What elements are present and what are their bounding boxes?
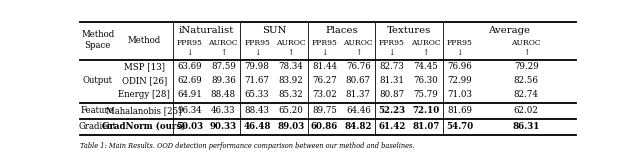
Text: 82.73: 82.73 [380, 62, 404, 71]
Text: Output: Output [83, 76, 113, 85]
Text: AUROC: AUROC [209, 39, 238, 47]
Text: Method
Space: Method Space [81, 30, 115, 50]
Text: 82.74: 82.74 [514, 90, 539, 99]
Text: 62.69: 62.69 [177, 76, 202, 85]
Text: GradNorm (ours): GradNorm (ours) [102, 122, 186, 131]
Text: AUROC: AUROC [511, 39, 541, 47]
Text: AUROC: AUROC [276, 39, 306, 47]
Text: Textures: Textures [387, 26, 431, 35]
Text: 89.75: 89.75 [312, 106, 337, 115]
Text: 86.31: 86.31 [513, 122, 540, 131]
Text: Places: Places [325, 26, 358, 35]
Text: Feature: Feature [81, 106, 115, 115]
Text: 84.82: 84.82 [344, 122, 372, 131]
Text: 81.07: 81.07 [412, 122, 440, 131]
Text: ↓: ↓ [321, 49, 328, 57]
Text: 46.33: 46.33 [211, 106, 236, 115]
Text: 52.23: 52.23 [378, 106, 406, 115]
Text: iNaturalist: iNaturalist [179, 26, 234, 35]
Text: ↑: ↑ [220, 49, 227, 57]
Text: ↑: ↑ [523, 49, 529, 57]
Text: 65.20: 65.20 [278, 106, 303, 115]
Text: FPR95: FPR95 [447, 39, 472, 47]
Text: 54.70: 54.70 [446, 122, 473, 131]
Text: 60.86: 60.86 [311, 122, 338, 131]
Text: 63.69: 63.69 [177, 62, 202, 71]
Text: Mahalanobis [25]: Mahalanobis [25] [106, 106, 182, 115]
Text: 96.34: 96.34 [177, 106, 202, 115]
Text: ODIN [26]: ODIN [26] [122, 76, 167, 85]
Text: Average: Average [488, 26, 531, 35]
Text: FPR95: FPR95 [177, 39, 202, 47]
Text: SUN: SUN [262, 26, 286, 35]
Text: Gradient: Gradient [79, 122, 117, 131]
Text: 72.99: 72.99 [447, 76, 472, 85]
Text: FPR95: FPR95 [244, 39, 270, 47]
Text: 83.92: 83.92 [278, 76, 303, 85]
Text: 64.91: 64.91 [177, 90, 202, 99]
Text: 62.02: 62.02 [514, 106, 539, 115]
Text: 88.48: 88.48 [211, 90, 236, 99]
Text: 73.02: 73.02 [312, 90, 337, 99]
Text: AUROC: AUROC [344, 39, 373, 47]
Text: FPR95: FPR95 [379, 39, 405, 47]
Text: ↓: ↓ [388, 49, 395, 57]
Text: 76.27: 76.27 [312, 76, 337, 85]
Text: ↓: ↓ [254, 49, 260, 57]
Text: ↑: ↑ [355, 49, 362, 57]
Text: FPR95: FPR95 [312, 39, 337, 47]
Text: 81.44: 81.44 [312, 62, 337, 71]
Text: 71.67: 71.67 [244, 76, 269, 85]
Text: 76.76: 76.76 [346, 62, 371, 71]
Text: 88.43: 88.43 [244, 106, 269, 115]
Text: 78.34: 78.34 [278, 62, 303, 71]
Text: 79.29: 79.29 [514, 62, 538, 71]
Text: 89.36: 89.36 [211, 76, 236, 85]
Text: 80.87: 80.87 [380, 90, 404, 99]
Text: Table 1: Main Results. OOD detection performance comparison between our method a: Table 1: Main Results. OOD detection per… [80, 142, 415, 150]
Text: 71.03: 71.03 [447, 90, 472, 99]
Text: MSP [13]: MSP [13] [124, 62, 164, 71]
Text: Energy [28]: Energy [28] [118, 90, 170, 99]
Text: 72.10: 72.10 [412, 106, 439, 115]
Text: 76.96: 76.96 [447, 62, 472, 71]
Text: ↑: ↑ [422, 49, 429, 57]
Text: 76.30: 76.30 [413, 76, 438, 85]
Text: 75.79: 75.79 [413, 90, 438, 99]
Text: ↓: ↓ [456, 49, 463, 57]
Text: 65.33: 65.33 [245, 90, 269, 99]
Text: ↓: ↓ [186, 49, 193, 57]
Text: 74.45: 74.45 [413, 62, 438, 71]
Text: AUROC: AUROC [411, 39, 440, 47]
Text: 81.37: 81.37 [346, 90, 371, 99]
Text: 85.32: 85.32 [278, 90, 303, 99]
Text: 87.59: 87.59 [211, 62, 236, 71]
Text: Method: Method [127, 36, 161, 45]
Text: 89.03: 89.03 [277, 122, 305, 131]
Text: 82.56: 82.56 [514, 76, 539, 85]
Text: ↑: ↑ [287, 49, 294, 57]
Text: 90.33: 90.33 [210, 122, 237, 131]
Text: 46.48: 46.48 [243, 122, 271, 131]
Text: 81.69: 81.69 [447, 106, 472, 115]
Text: 79.98: 79.98 [244, 62, 269, 71]
Text: 81.31: 81.31 [380, 76, 404, 85]
Text: 61.42: 61.42 [378, 122, 406, 131]
Text: 80.67: 80.67 [346, 76, 371, 85]
Text: 50.03: 50.03 [176, 122, 203, 131]
Text: 64.46: 64.46 [346, 106, 371, 115]
